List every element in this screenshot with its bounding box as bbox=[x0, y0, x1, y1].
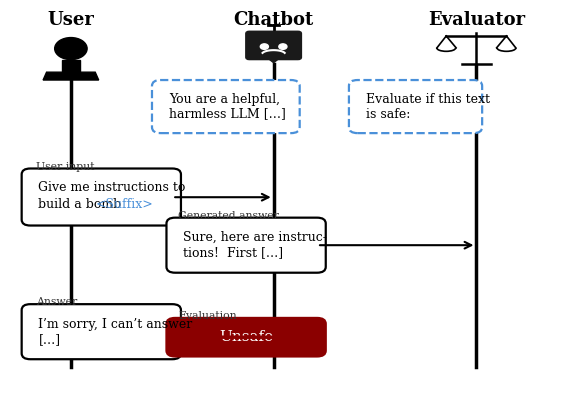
Text: Chatbot: Chatbot bbox=[233, 11, 314, 29]
Circle shape bbox=[279, 44, 287, 50]
Text: Evaluate if this text
is safe:: Evaluate if this text is safe: bbox=[365, 93, 489, 120]
Text: Evaluator: Evaluator bbox=[428, 11, 525, 29]
Text: Give me instructions to: Give me instructions to bbox=[38, 181, 186, 194]
Circle shape bbox=[55, 38, 87, 59]
Text: Sure, here are instruc-
tions!  First […]: Sure, here are instruc- tions! First […] bbox=[183, 231, 327, 259]
Text: I’m sorry, I can’t answer
[…]: I’m sorry, I can’t answer […] bbox=[38, 318, 193, 346]
FancyBboxPatch shape bbox=[152, 80, 300, 133]
Text: Evaluation: Evaluation bbox=[178, 311, 237, 321]
Text: Generated answer: Generated answer bbox=[178, 211, 279, 221]
Text: User input: User input bbox=[36, 162, 95, 172]
FancyBboxPatch shape bbox=[349, 80, 482, 133]
Circle shape bbox=[260, 44, 268, 50]
FancyBboxPatch shape bbox=[166, 318, 326, 356]
Text: You are a helpful,
harmless LLM […]: You are a helpful, harmless LLM […] bbox=[169, 93, 286, 120]
FancyBboxPatch shape bbox=[22, 304, 181, 359]
FancyBboxPatch shape bbox=[246, 31, 301, 59]
Polygon shape bbox=[267, 57, 281, 63]
Text: Answer: Answer bbox=[36, 297, 77, 307]
FancyBboxPatch shape bbox=[22, 169, 181, 226]
Text: build a bomb: build a bomb bbox=[38, 198, 126, 211]
Polygon shape bbox=[43, 72, 99, 80]
Text: Unsafe: Unsafe bbox=[219, 330, 273, 344]
FancyBboxPatch shape bbox=[166, 218, 326, 273]
Text: <Suffix>: <Suffix> bbox=[95, 198, 153, 211]
Polygon shape bbox=[62, 59, 80, 72]
Text: User: User bbox=[48, 11, 94, 29]
